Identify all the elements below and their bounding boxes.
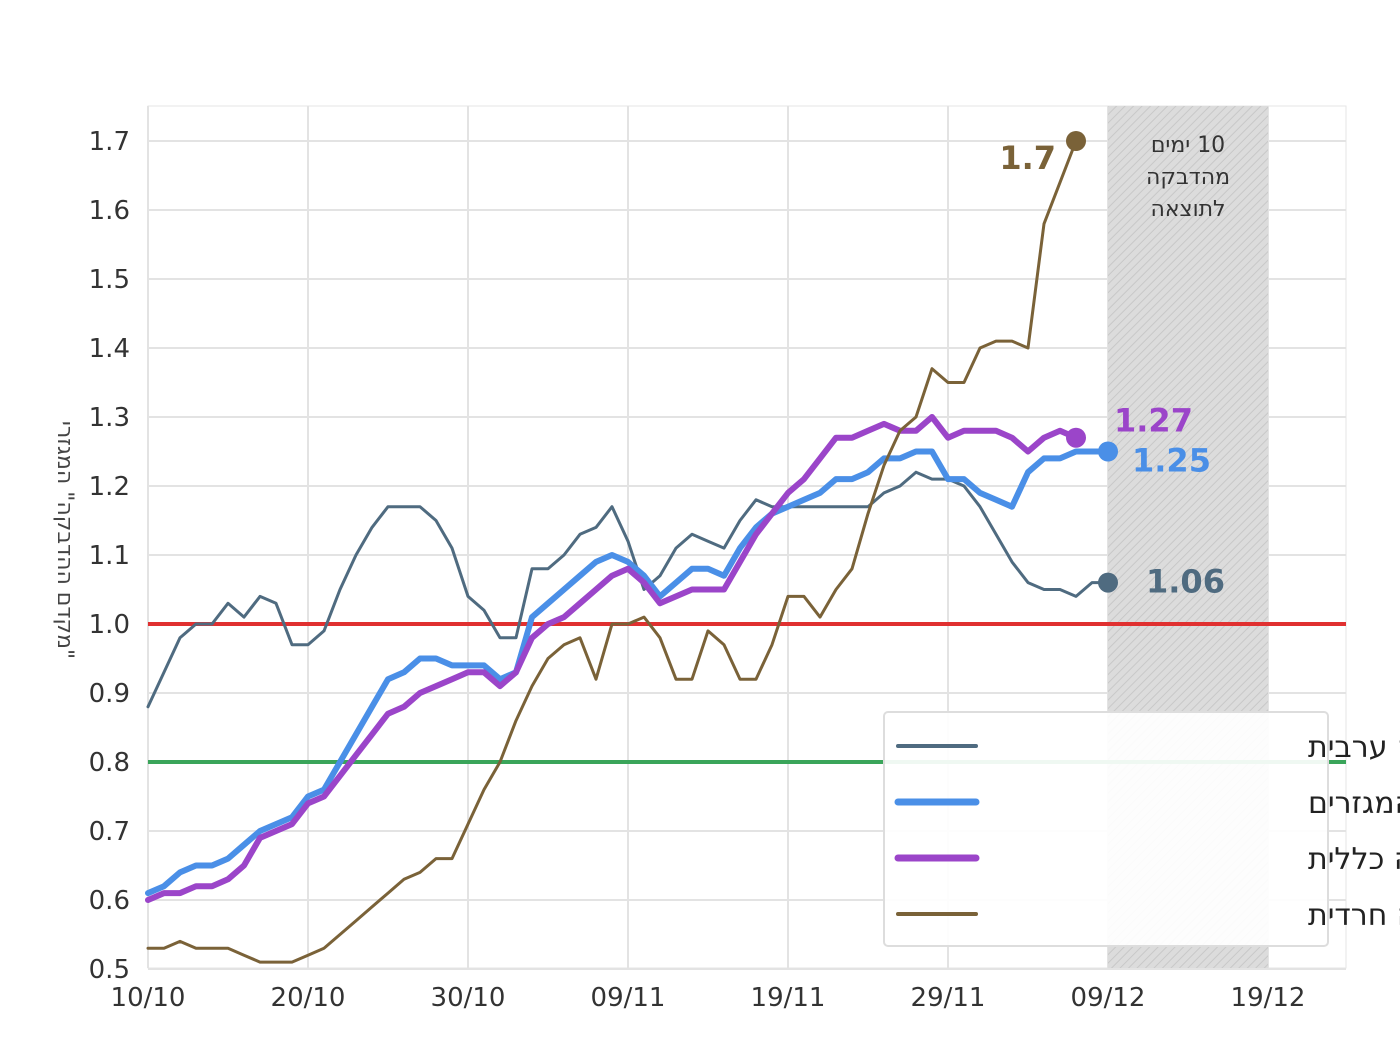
legend-label: חברה ערבית — [1308, 730, 1400, 765]
annotation-text: מהדבקה — [1146, 165, 1230, 190]
x-tick-label: 09/12 — [1071, 983, 1146, 1013]
series-end-marker — [1098, 572, 1118, 593]
x-tick-label: 30/10 — [431, 983, 506, 1013]
annotation-text: לתוצאה — [1150, 197, 1225, 222]
x-tick-label: 20/10 — [271, 983, 346, 1013]
series-end-marker — [1066, 131, 1086, 151]
series-end-label: 1.27 — [1114, 402, 1193, 440]
y-tick-label: 0.7 — [89, 817, 130, 847]
x-tick-label: 09/11 — [591, 983, 666, 1013]
series-end-label: 1.25 — [1132, 442, 1211, 480]
annotation-text: 10 ימים — [1151, 133, 1225, 158]
y-tick-label: 1.5 — [89, 265, 130, 295]
y-tick-label: 1.3 — [89, 403, 130, 433]
axis-ticks: 0.50.60.70.80.91.01.11.21.31.41.51.61.71… — [89, 127, 1306, 1013]
y-tick-label: 0.6 — [89, 886, 130, 916]
y-tick-label: 1.1 — [89, 541, 130, 571]
series-end-marker — [1066, 427, 1086, 448]
series-line — [146, 139, 1078, 964]
y-tick-label: 1.6 — [89, 196, 130, 226]
series-end-label: 1.7 — [999, 139, 1056, 177]
x-tick-label: 19/12 — [1231, 983, 1306, 1013]
series-end-marker — [1098, 441, 1118, 462]
y-tick-label: 1.7 — [89, 127, 130, 157]
legend-label: ארצי - כלל המגזרים — [1308, 786, 1400, 821]
x-tick-label: 29/11 — [911, 983, 986, 1013]
series-lines: 1.06 1.251.27 1.7 — [145, 131, 1225, 964]
x-tick-label: 19/11 — [751, 983, 826, 1013]
legend-box — [883, 711, 1329, 947]
y-tick-label: 1.2 — [89, 472, 130, 502]
series-line — [145, 448, 1111, 897]
series-end-label: 1.06 — [1146, 563, 1225, 601]
y-tick-label: 0.5 — [89, 955, 130, 985]
y-tick-label: 0.8 — [89, 748, 130, 778]
legend-label: חברה חרדית — [1308, 898, 1400, 933]
y-tick-label: 1.0 — [89, 610, 130, 640]
legend-label: חברה כללית — [1308, 842, 1400, 877]
y-axis-label: "מקדם ההדבקה" המגזרי — [52, 421, 77, 659]
y-tick-label: 0.9 — [89, 679, 130, 709]
y-tick-label: 1.4 — [89, 334, 130, 364]
series-line — [145, 414, 1079, 903]
x-tick-label: 10/10 — [111, 983, 186, 1013]
legend: חברה ערבית ארצי - כלל המגזרים חברה כללית חב… — [883, 711, 1400, 947]
